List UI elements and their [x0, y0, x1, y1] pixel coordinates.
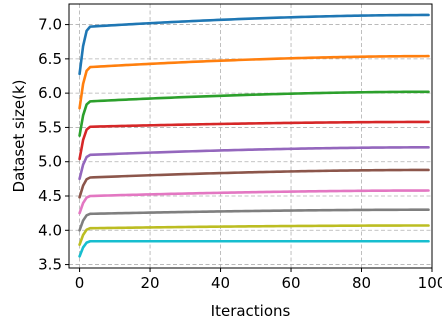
series-line — [78, 208, 430, 232]
series-line — [78, 13, 430, 76]
grid — [69, 4, 433, 268]
x-tick-label: 0 — [75, 274, 85, 292]
series-line — [78, 239, 430, 258]
x-tick-label: 60 — [281, 274, 300, 292]
series-group — [78, 13, 430, 258]
y-axis-label: Dataset size(k) — [10, 80, 28, 193]
x-tick-label: 20 — [141, 274, 160, 292]
y-tick-label: 3.5 — [38, 256, 62, 274]
y-tick-label: 6.0 — [38, 84, 62, 102]
y-tick-label: 4.5 — [38, 187, 62, 205]
y-tick-label: 5.0 — [38, 153, 62, 171]
series-line — [78, 146, 430, 181]
series-line — [78, 54, 430, 110]
y-tick-label: 6.5 — [38, 50, 62, 68]
y-axis: 3.5 4.0 4.5 5.0 5.5 6.0 6.5 7.0 — [38, 16, 69, 274]
series-line — [78, 120, 430, 161]
x-tick-label: 40 — [211, 274, 230, 292]
series-line — [78, 168, 430, 199]
y-tick-label: 5.5 — [38, 118, 62, 136]
x-axis: 0 20 40 60 80 100 — [75, 268, 442, 292]
y-tick-label: 7.0 — [38, 16, 62, 34]
x-axis-label: Iteractions — [211, 302, 291, 320]
series-line — [78, 90, 430, 137]
x-tick-label: 80 — [352, 274, 371, 292]
plot-frame — [68, 3, 433, 269]
y-tick-label: 4.0 — [38, 221, 62, 239]
x-tick-label: 100 — [418, 274, 442, 292]
series-line — [78, 189, 430, 215]
series-line — [78, 224, 430, 246]
